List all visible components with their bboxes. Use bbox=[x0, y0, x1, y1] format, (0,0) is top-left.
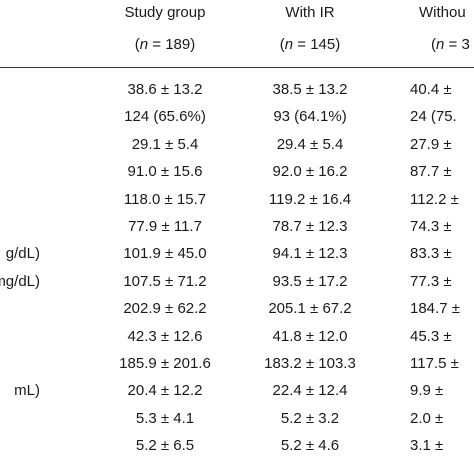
table-row: 124 (65.6%) 93 (64.1%) 24 (75. bbox=[0, 103, 474, 130]
table-row: mg/dL) 107.5 ± 71.2 93.5 ± 17.2 77.3 ± bbox=[0, 268, 474, 295]
with-ir-cell: 22.4 ± 12.4 bbox=[272, 382, 348, 400]
col-header-with-ir: With IR bbox=[285, 4, 335, 21]
study-group-cell: 20.4 ± 12.2 bbox=[127, 382, 203, 400]
with-ir-cell: 41.8 ± 12.0 bbox=[272, 327, 348, 345]
n-italic: n bbox=[284, 36, 294, 53]
study-group-cell: 29.1 ± 5.4 bbox=[131, 135, 199, 153]
with-ir-cell: 5.2 ± 4.6 bbox=[280, 437, 340, 455]
col-n-with-ir: (n = 145) bbox=[279, 36, 341, 53]
study-group-cell: 118.0 ± 15.7 bbox=[123, 190, 207, 208]
without-ir-cell: 117.5 ± bbox=[410, 355, 459, 372]
without-ir-cell: 83.3 ± bbox=[410, 245, 452, 263]
with-ir-cell: 38.5 ± 13.2 bbox=[272, 81, 348, 98]
with-ir-cell: 92.0 ± 16.2 bbox=[272, 163, 348, 181]
without-ir-cell: 2.0 ± bbox=[410, 409, 444, 427]
with-ir-cell: 93.5 ± 17.2 bbox=[272, 272, 348, 290]
table-row: 185.9 ± 201.6 183.2 ± 103.3 117.5 ± bbox=[0, 350, 474, 377]
table-row: 5.2 ± 6.5 5.2 ± 4.6 3.1 ± bbox=[0, 432, 474, 459]
with-ir-cell: 205.1 ± 67.2 bbox=[268, 300, 352, 318]
without-ir-cell: 45.3 ± bbox=[410, 327, 452, 345]
with-ir-cell: 29.4 ± 5.4 bbox=[276, 135, 344, 153]
table-row: 29.1 ± 5.4 29.4 ± 5.4 27.9 ± bbox=[0, 131, 474, 158]
study-group-cell: 107.5 ± 71.2 bbox=[123, 272, 207, 290]
without-ir-cell: 9.9 ± bbox=[410, 382, 444, 400]
study-group-cell: 42.3 ± 12.6 bbox=[127, 327, 203, 345]
col-header-study-group: Study group bbox=[124, 4, 206, 21]
table-row: 38.6 ± 13.2 38.5 ± 13.2 40.4 ± bbox=[0, 76, 474, 103]
n-value: = 3 bbox=[444, 36, 470, 53]
without-ir-cell: 24 (75. bbox=[410, 108, 457, 126]
with-ir-cell: 78.7 ± 12.3 bbox=[272, 218, 348, 235]
with-ir-cell: 5.2 ± 3.2 bbox=[280, 409, 340, 427]
study-group-cell: 5.2 ± 6.5 bbox=[135, 437, 195, 455]
study-group-cell: 124 (65.6%) bbox=[124, 108, 206, 126]
study-group-cell: 202.9 ± 62.2 bbox=[123, 300, 207, 318]
without-ir-cell: 184.7 ± bbox=[410, 300, 460, 318]
without-ir-cell: 87.7 ± bbox=[410, 163, 452, 181]
table-row: mL) 20.4 ± 12.2 22.4 ± 12.4 9.9 ± bbox=[0, 377, 474, 404]
study-group-cell: 101.9 ± 45.0 bbox=[123, 245, 207, 263]
row-label: g/dL) bbox=[5, 245, 40, 263]
table-row: 202.9 ± 62.2 205.1 ± 67.2 184.7 ± bbox=[0, 295, 474, 322]
with-ir-cell: 183.2 ± 103.3 bbox=[264, 355, 356, 372]
n-italic: n bbox=[436, 36, 445, 53]
study-group-cell: 185.9 ± 201.6 bbox=[119, 355, 211, 372]
without-ir-cell: 74.3 ± bbox=[410, 218, 452, 235]
with-ir-cell: 94.1 ± 12.3 bbox=[272, 245, 348, 263]
row-label: mL) bbox=[14, 382, 40, 400]
col-n-without-ir: (n = 3 bbox=[431, 36, 470, 53]
study-group-cell: 5.3 ± 4.1 bbox=[135, 409, 195, 427]
table-row: 118.0 ± 15.7 119.2 ± 16.4 112.2 ± bbox=[0, 186, 474, 213]
table-row: 42.3 ± 12.6 41.8 ± 12.0 45.3 ± bbox=[0, 323, 474, 350]
study-group-cell: 77.9 ± 11.7 bbox=[128, 218, 202, 235]
table-row: 91.0 ± 15.6 92.0 ± 16.2 87.7 ± bbox=[0, 158, 474, 185]
with-ir-cell: 119.2 ± 16.4 bbox=[268, 190, 352, 208]
without-ir-cell: 112.2 ± bbox=[410, 190, 459, 208]
study-group-cell: 38.6 ± 13.2 bbox=[127, 81, 203, 98]
table-row: 5.3 ± 4.1 5.2 ± 3.2 2.0 ± bbox=[0, 405, 474, 432]
without-ir-cell: 77.3 ± bbox=[410, 272, 452, 290]
n-italic: n bbox=[139, 36, 149, 53]
col-header-without-ir: Withou bbox=[419, 4, 466, 21]
col-n-study-group: (n = 189) bbox=[134, 36, 196, 53]
table-row: g/dL) 101.9 ± 45.0 94.1 ± 12.3 83.3 ± bbox=[0, 240, 474, 267]
n-value: = 189) bbox=[148, 36, 196, 53]
row-label: mg/dL) bbox=[0, 272, 40, 290]
without-ir-cell: 3.1 ± bbox=[410, 437, 444, 455]
table-row: 77.9 ± 11.7 78.7 ± 12.3 74.3 ± bbox=[0, 213, 474, 240]
n-value: = 145) bbox=[293, 36, 341, 53]
study-group-cell: 91.0 ± 15.6 bbox=[127, 163, 203, 181]
with-ir-cell: 93 (64.1%) bbox=[273, 108, 347, 126]
header-divider bbox=[0, 67, 474, 68]
without-ir-cell: 27.9 ± bbox=[410, 135, 452, 153]
without-ir-cell: 40.4 ± bbox=[410, 81, 452, 98]
